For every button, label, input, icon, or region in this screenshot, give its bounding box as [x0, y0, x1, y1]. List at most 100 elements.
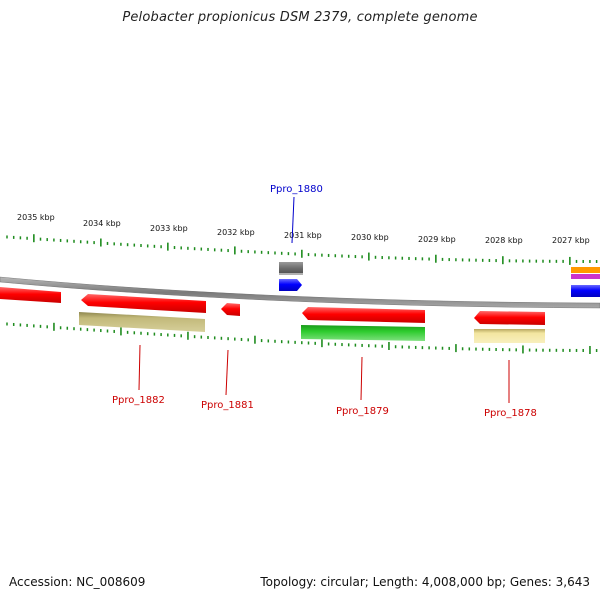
major-tick	[254, 335, 256, 344]
gene-label-Ppro_1878[interactable]: Ppro_1878	[484, 408, 537, 419]
minor-tick	[528, 348, 531, 352]
minor-tick	[220, 336, 223, 340]
major-tick	[167, 242, 169, 251]
minor-tick	[39, 324, 42, 328]
major-tick	[522, 345, 524, 354]
minor-tick	[173, 333, 176, 337]
minor-tick	[461, 347, 464, 351]
minor-tick	[213, 336, 216, 340]
minor-tick	[227, 337, 229, 341]
minor-tick	[26, 236, 28, 240]
scale-label-2031: 2031 kbp	[284, 231, 322, 240]
major-tick	[435, 254, 437, 263]
minor-tick	[12, 235, 15, 239]
minor-tick	[314, 341, 316, 345]
minor-tick	[595, 260, 598, 263]
minor-tick	[120, 242, 122, 246]
major-tick	[33, 234, 35, 243]
gene-Ppro_1882[interactable]	[81, 294, 206, 313]
minor-tick	[234, 337, 236, 341]
minor-tick	[354, 255, 357, 259]
minor-tick	[341, 343, 343, 347]
gene-Ppro_1879-green[interactable]	[301, 325, 425, 341]
gene-Ppro_1880[interactable]	[279, 262, 303, 274]
major-tick	[321, 339, 323, 348]
minor-tick	[388, 256, 390, 260]
connector-Ppro_1880	[291, 196, 295, 244]
minor-tick	[59, 238, 62, 242]
gene-magenta-right[interactable]	[571, 274, 600, 279]
minor-tick	[193, 335, 196, 339]
minor-tick	[448, 258, 450, 262]
minor-tick	[535, 259, 538, 263]
minor-tick	[441, 346, 444, 350]
minor-tick	[394, 345, 397, 349]
gene-label-Ppro_1882[interactable]: Ppro_1882	[112, 395, 165, 406]
minor-tick	[555, 259, 558, 263]
minor-tick	[542, 259, 544, 263]
gene-label-Ppro_1879[interactable]: Ppro_1879	[336, 406, 389, 417]
major-tick	[100, 238, 102, 247]
minor-tick	[274, 251, 276, 255]
minor-tick	[428, 257, 430, 261]
minor-tick	[595, 349, 598, 352]
gene-blue-right[interactable]	[571, 285, 600, 297]
gene-label-Ppro_1880[interactable]: Ppro_1880	[270, 184, 323, 195]
minor-tick	[575, 348, 578, 352]
minor-tick	[220, 248, 223, 252]
gene-orange-right[interactable]	[571, 267, 600, 273]
minor-tick	[180, 246, 182, 250]
minor-tick	[140, 244, 142, 248]
minor-tick	[46, 325, 48, 329]
accession-text: Accession: NC_008609	[9, 575, 146, 589]
gene-Ppro_1881[interactable]	[221, 303, 240, 316]
major-tick	[120, 327, 122, 336]
minor-tick	[193, 247, 196, 251]
major-tick	[455, 344, 457, 353]
gene-red-left-edge[interactable]	[0, 287, 61, 303]
gene-blue-forward[interactable]	[279, 279, 302, 291]
minor-tick	[93, 328, 95, 332]
gene-Ppro_1882-olive[interactable]	[79, 312, 205, 332]
genome-title: Pelobacter propionicus DSM 2379, complet…	[122, 10, 478, 25]
minor-tick	[522, 259, 524, 263]
minor-tick	[240, 337, 243, 341]
minor-tick	[502, 348, 504, 352]
minor-tick	[6, 235, 8, 239]
gene-label-Ppro_1881[interactable]: Ppro_1881	[201, 400, 254, 411]
bottom-scale-ticks	[6, 322, 598, 354]
gene-Ppro_1878[interactable]	[474, 311, 545, 325]
minor-tick	[347, 343, 350, 347]
connector-Ppro_1882	[138, 344, 141, 391]
minor-tick	[267, 339, 270, 343]
minor-tick	[86, 240, 89, 244]
scale-label-2034: 2034 kbp	[83, 219, 121, 228]
gene-Ppro_1879[interactable]	[302, 307, 425, 323]
minor-tick	[314, 253, 316, 257]
minor-tick	[515, 348, 517, 352]
minor-tick	[488, 347, 491, 351]
major-tick	[234, 246, 236, 255]
connector-Ppro_1881	[225, 349, 229, 396]
minor-tick	[321, 253, 323, 257]
minor-tick	[475, 258, 477, 262]
major-tick	[187, 331, 189, 340]
minor-tick	[327, 342, 330, 346]
minor-tick	[562, 259, 564, 263]
gene-Ppro_1878-yellow[interactable]	[474, 329, 545, 343]
minor-tick	[589, 259, 591, 263]
minor-tick	[548, 348, 551, 352]
minor-tick	[408, 256, 410, 260]
minor-tick	[495, 259, 497, 263]
minor-tick	[294, 252, 296, 256]
major-tick	[53, 322, 55, 331]
minor-tick	[267, 251, 270, 255]
minor-tick	[374, 344, 377, 348]
minor-tick	[167, 333, 169, 337]
minor-tick	[113, 329, 115, 333]
minor-tick	[207, 335, 209, 339]
minor-tick	[207, 247, 209, 251]
minor-tick	[213, 248, 216, 252]
minor-tick	[414, 345, 417, 349]
